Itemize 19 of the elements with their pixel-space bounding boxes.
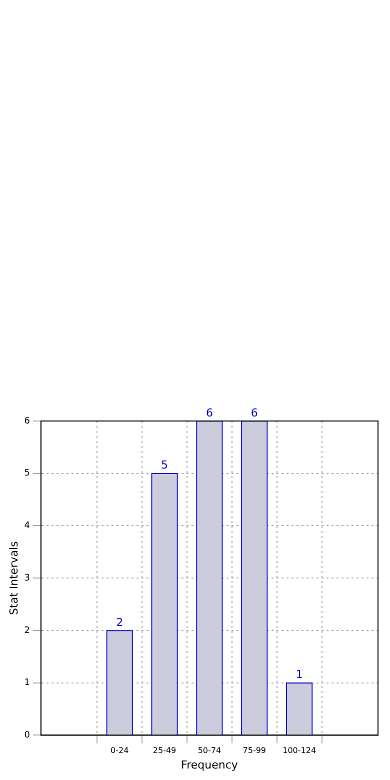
y-tick-label: 4 [24, 521, 30, 532]
x-tick-label: 0-24 [110, 746, 129, 756]
data-label: 5 [161, 458, 168, 472]
y-tick-label: 3 [24, 573, 30, 584]
y-tick-label: 6 [24, 416, 30, 426]
x-tick-label: 75-99 [242, 746, 266, 756]
data-label: 2 [116, 616, 124, 629]
x-tick-label: 25-49 [152, 746, 176, 756]
data-label: 6 [250, 406, 258, 420]
x-axis-title: Frequency [181, 758, 238, 772]
x-tick-label: 100-124 [282, 746, 316, 756]
y-tick-label: 0 [24, 730, 30, 741]
data-label: 6 [206, 406, 213, 420]
data-label: 1 [296, 668, 303, 682]
y-axis-title: Stat Intervals [7, 540, 20, 615]
y-tick-label: 2 [24, 626, 30, 636]
y-tick-label: 5 [24, 468, 30, 479]
x-tick-label: 50-74 [198, 746, 222, 756]
y-tick-label: 1 [24, 678, 30, 688]
